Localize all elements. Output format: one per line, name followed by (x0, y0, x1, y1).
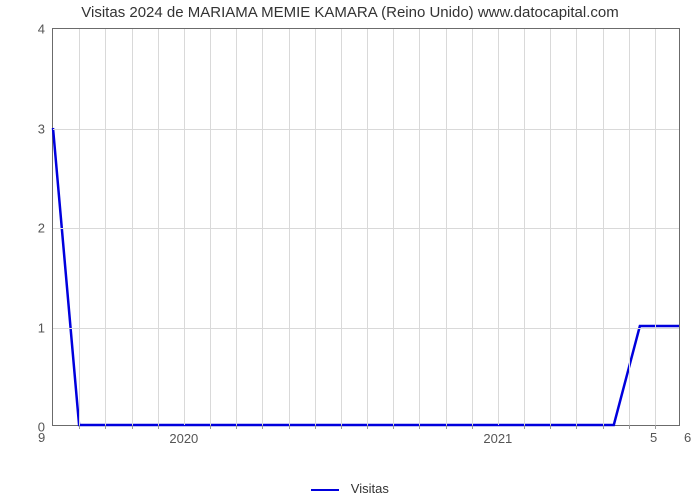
corner-label-bottom-right-b: 6 (684, 430, 691, 445)
x-tick-label: 2021 (483, 425, 512, 446)
x-minor-tick (158, 425, 159, 429)
plot-area: 0123420202021 (52, 28, 680, 426)
x-minor-tick (341, 425, 342, 429)
gridline-vertical (524, 29, 525, 425)
gridline-vertical (393, 29, 394, 425)
gridline-vertical (446, 29, 447, 425)
x-minor-tick (79, 425, 80, 429)
legend: Visitas (0, 481, 700, 496)
gridline-vertical (132, 29, 133, 425)
gridline-vertical (236, 29, 237, 425)
y-tick-label: 4 (38, 22, 53, 37)
x-minor-tick (315, 425, 316, 429)
legend-swatch (311, 489, 339, 491)
gridline-vertical (472, 29, 473, 425)
x-tick-label: 2020 (169, 425, 198, 446)
gridline-vertical (419, 29, 420, 425)
chart-container: { "chart": { "type": "line", "title": "V… (0, 0, 700, 500)
gridline-vertical (655, 29, 656, 425)
gridline-vertical (158, 29, 159, 425)
x-minor-tick (419, 425, 420, 429)
gridline-vertical (603, 29, 604, 425)
x-minor-tick (289, 425, 290, 429)
gridline-vertical (184, 29, 185, 425)
gridline-vertical (315, 29, 316, 425)
x-minor-tick (105, 425, 106, 429)
x-minor-tick (603, 425, 604, 429)
chart-title: Visitas 2024 de MARIAMA MEMIE KAMARA (Re… (0, 0, 700, 21)
gridline-vertical (367, 29, 368, 425)
x-minor-tick (472, 425, 473, 429)
corner-label-bottom-left: 9 (38, 430, 45, 445)
x-minor-tick (393, 425, 394, 429)
legend-label: Visitas (351, 481, 389, 496)
x-minor-tick (367, 425, 368, 429)
x-minor-tick (550, 425, 551, 429)
gridline-vertical (629, 29, 630, 425)
y-tick-label: 2 (38, 221, 53, 236)
gridline-vertical (210, 29, 211, 425)
x-minor-tick (236, 425, 237, 429)
gridline-vertical (105, 29, 106, 425)
x-minor-tick (446, 425, 447, 429)
x-minor-tick (210, 425, 211, 429)
corner-label-bottom-right-a: 5 (650, 430, 657, 445)
x-minor-tick (262, 425, 263, 429)
visitas-line (53, 128, 679, 425)
x-minor-tick (132, 425, 133, 429)
gridline-horizontal (53, 228, 679, 229)
y-tick-label: 1 (38, 320, 53, 335)
y-tick-label: 3 (38, 121, 53, 136)
gridline-horizontal (53, 328, 679, 329)
gridline-vertical (79, 29, 80, 425)
gridline-vertical (289, 29, 290, 425)
gridline-vertical (550, 29, 551, 425)
gridline-vertical (498, 29, 499, 425)
gridline-vertical (262, 29, 263, 425)
gridline-vertical (341, 29, 342, 425)
line-series (53, 29, 679, 425)
x-minor-tick (655, 425, 656, 429)
gridline-vertical (576, 29, 577, 425)
x-minor-tick (576, 425, 577, 429)
x-minor-tick (524, 425, 525, 429)
gridline-horizontal (53, 129, 679, 130)
x-minor-tick (629, 425, 630, 429)
